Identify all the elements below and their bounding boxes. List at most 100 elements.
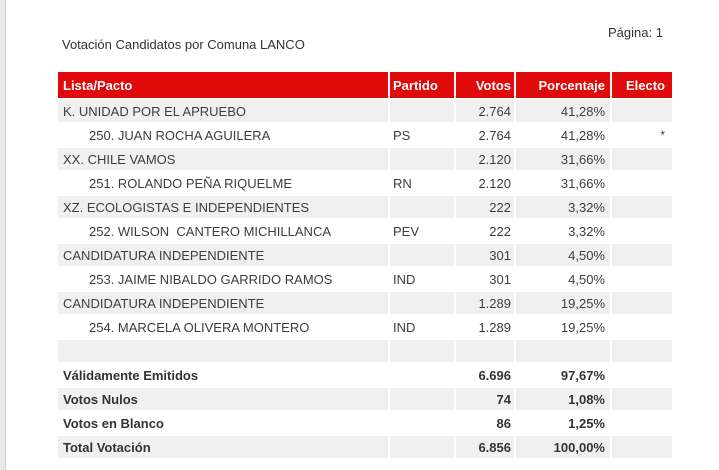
porcentaje-cell: 19,25% <box>516 292 610 314</box>
electo-cell <box>612 172 672 194</box>
lista-pacto-cell: 252. WILSON CANTERO MICHILLANCA <box>89 223 331 239</box>
porcentaje-cell: 31,66% <box>560 175 605 191</box>
lista-pacto-cell: 251. ROLANDO PEÑA RIQUELME <box>89 175 293 191</box>
table-row: 254. MARCELA OLIVERA MONTERO IND 1.289 19,2… <box>58 316 672 338</box>
votos-cell: 6.856 <box>456 436 514 458</box>
page-edge-strip <box>0 0 6 470</box>
partido-cell <box>390 196 454 218</box>
electo-cell: * <box>660 128 665 142</box>
votos-cell: 2.764 <box>456 100 514 122</box>
results-table-body: K. UNIDAD POR EL APRUEBO 2.764 41,28% 250. … <box>58 100 672 458</box>
votos-cell: 222 <box>456 196 514 218</box>
column-header-porcentaje: Porcentaje <box>516 72 610 98</box>
porcentaje-cell <box>516 340 610 362</box>
partido-cell <box>390 148 454 170</box>
electo-cell <box>612 388 672 410</box>
partido-cell <box>390 100 454 122</box>
votos-cell: 74 <box>456 388 514 410</box>
porcentaje-cell: 4,50% <box>568 271 605 287</box>
column-header-lista-pacto: Lista/Pacto <box>58 72 388 98</box>
column-header-partido: Partido <box>390 72 454 98</box>
partido-cell <box>390 340 454 362</box>
electo-cell <box>612 364 672 386</box>
electo-cell <box>612 100 672 122</box>
partido-cell <box>390 436 454 458</box>
electo-cell <box>612 196 672 218</box>
porcentaje-cell: 4,50% <box>516 244 610 266</box>
lista-pacto-cell: Válidamente Emitidos <box>63 367 199 383</box>
electo-cell <box>612 244 672 266</box>
results-table: Lista/Pacto Partido Votos Porcentaje Ele… <box>56 70 674 460</box>
table-row: Votos en Blanco 86 1,25% <box>58 412 672 434</box>
electo-cell <box>612 292 672 314</box>
lista-pacto-cell: CANDIDATURA INDEPENDIENTE <box>58 292 388 314</box>
electo-cell <box>612 148 672 170</box>
lista-pacto-cell: XZ. ECOLOGISTAS E INDEPENDIENTES <box>58 196 388 218</box>
partido-cell <box>390 244 454 266</box>
column-header-votos: Votos <box>456 72 514 98</box>
partido-cell <box>390 412 454 434</box>
votos-cell: 301 <box>489 271 511 287</box>
partido-cell: PS <box>393 127 411 143</box>
electo-cell <box>612 412 672 434</box>
table-row: 252. WILSON CANTERO MICHILLANCA PEV 222 3,3… <box>58 220 672 242</box>
lista-pacto-cell: 253. JAIME NIBALDO GARRIDO RAMOS <box>89 271 333 287</box>
partido-cell: PEV <box>393 223 420 239</box>
table-row: K. UNIDAD POR EL APRUEBO 2.764 41,28% <box>58 100 672 122</box>
votos-cell <box>456 340 514 362</box>
table-row: 250. JUAN ROCHA AGUILERA PS 2.764 41,28% * <box>58 124 672 146</box>
table-row: 253. JAIME NIBALDO GARRIDO RAMOS IND 301 4,… <box>58 268 672 290</box>
porcentaje-cell: 1,25% <box>568 415 605 431</box>
lista-pacto-cell: Total Votación <box>58 436 388 458</box>
porcentaje-cell: 41,28% <box>560 127 605 143</box>
porcentaje-cell: 97,67% <box>560 367 605 383</box>
lista-pacto-cell: K. UNIDAD POR EL APRUEBO <box>58 100 388 122</box>
table-row: Votos Nulos 74 1,08% <box>58 388 672 410</box>
spacer-row <box>58 340 672 362</box>
votos-cell: 2.764 <box>478 127 511 143</box>
table-row: CANDIDATURA INDEPENDIENTE 301 4,50% <box>58 244 672 266</box>
votos-cell: 6.696 <box>478 367 511 383</box>
lista-pacto-cell: Votos en Blanco <box>63 415 164 431</box>
electo-cell <box>612 220 672 242</box>
table-row: Válidamente Emitidos 6.696 97,67% <box>58 364 672 386</box>
porcentaje-cell: 100,00% <box>516 436 610 458</box>
partido-cell: RN <box>393 175 412 191</box>
votos-cell: 222 <box>489 223 511 239</box>
electo-cell <box>612 316 672 338</box>
table-header-row: Lista/Pacto Partido Votos Porcentaje Ele… <box>58 72 672 98</box>
votos-cell: 2.120 <box>478 175 511 191</box>
porcentaje-cell: 19,25% <box>560 319 605 335</box>
votos-cell: 1.289 <box>478 319 511 335</box>
lista-pacto-cell: 254. MARCELA OLIVERA MONTERO <box>89 319 310 335</box>
lista-pacto-cell: 250. JUAN ROCHA AGUILERA <box>89 127 271 143</box>
page-number: Página: 1 <box>608 25 663 40</box>
votos-cell: 2.120 <box>456 148 514 170</box>
porcentaje-cell: 1,08% <box>516 388 610 410</box>
electo-cell <box>612 268 672 290</box>
votos-cell: 86 <box>496 415 511 431</box>
partido-cell <box>390 292 454 314</box>
lista-pacto-cell: XX. CHILE VAMOS <box>58 148 388 170</box>
porcentaje-cell: 3,32% <box>568 223 605 239</box>
lista-pacto-cell: Votos Nulos <box>58 388 388 410</box>
column-header-electo: Electo <box>612 72 672 98</box>
lista-pacto-cell <box>58 340 388 362</box>
porcentaje-cell: 3,32% <box>516 196 610 218</box>
porcentaje-cell: 41,28% <box>516 100 610 122</box>
lista-pacto-cell: CANDIDATURA INDEPENDIENTE <box>58 244 388 266</box>
partido-cell <box>390 388 454 410</box>
table-row: Total Votación 6.856 100,00% <box>58 436 672 458</box>
partido-cell: IND <box>393 271 416 287</box>
porcentaje-cell: 31,66% <box>516 148 610 170</box>
partido-cell <box>390 364 454 386</box>
votos-cell: 1.289 <box>456 292 514 314</box>
votos-cell: 301 <box>456 244 514 266</box>
electo-cell <box>612 340 672 362</box>
table-row: CANDIDATURA INDEPENDIENTE 1.289 19,25% <box>58 292 672 314</box>
report-title: Votación Candidatos por Comuna LANCO <box>62 37 305 52</box>
table-row: XX. CHILE VAMOS 2.120 31,66% <box>58 148 672 170</box>
table-row: 251. ROLANDO PEÑA RIQUELME RN 2.120 31,66% <box>58 172 672 194</box>
partido-cell: IND <box>393 319 416 335</box>
electo-cell <box>612 436 672 458</box>
